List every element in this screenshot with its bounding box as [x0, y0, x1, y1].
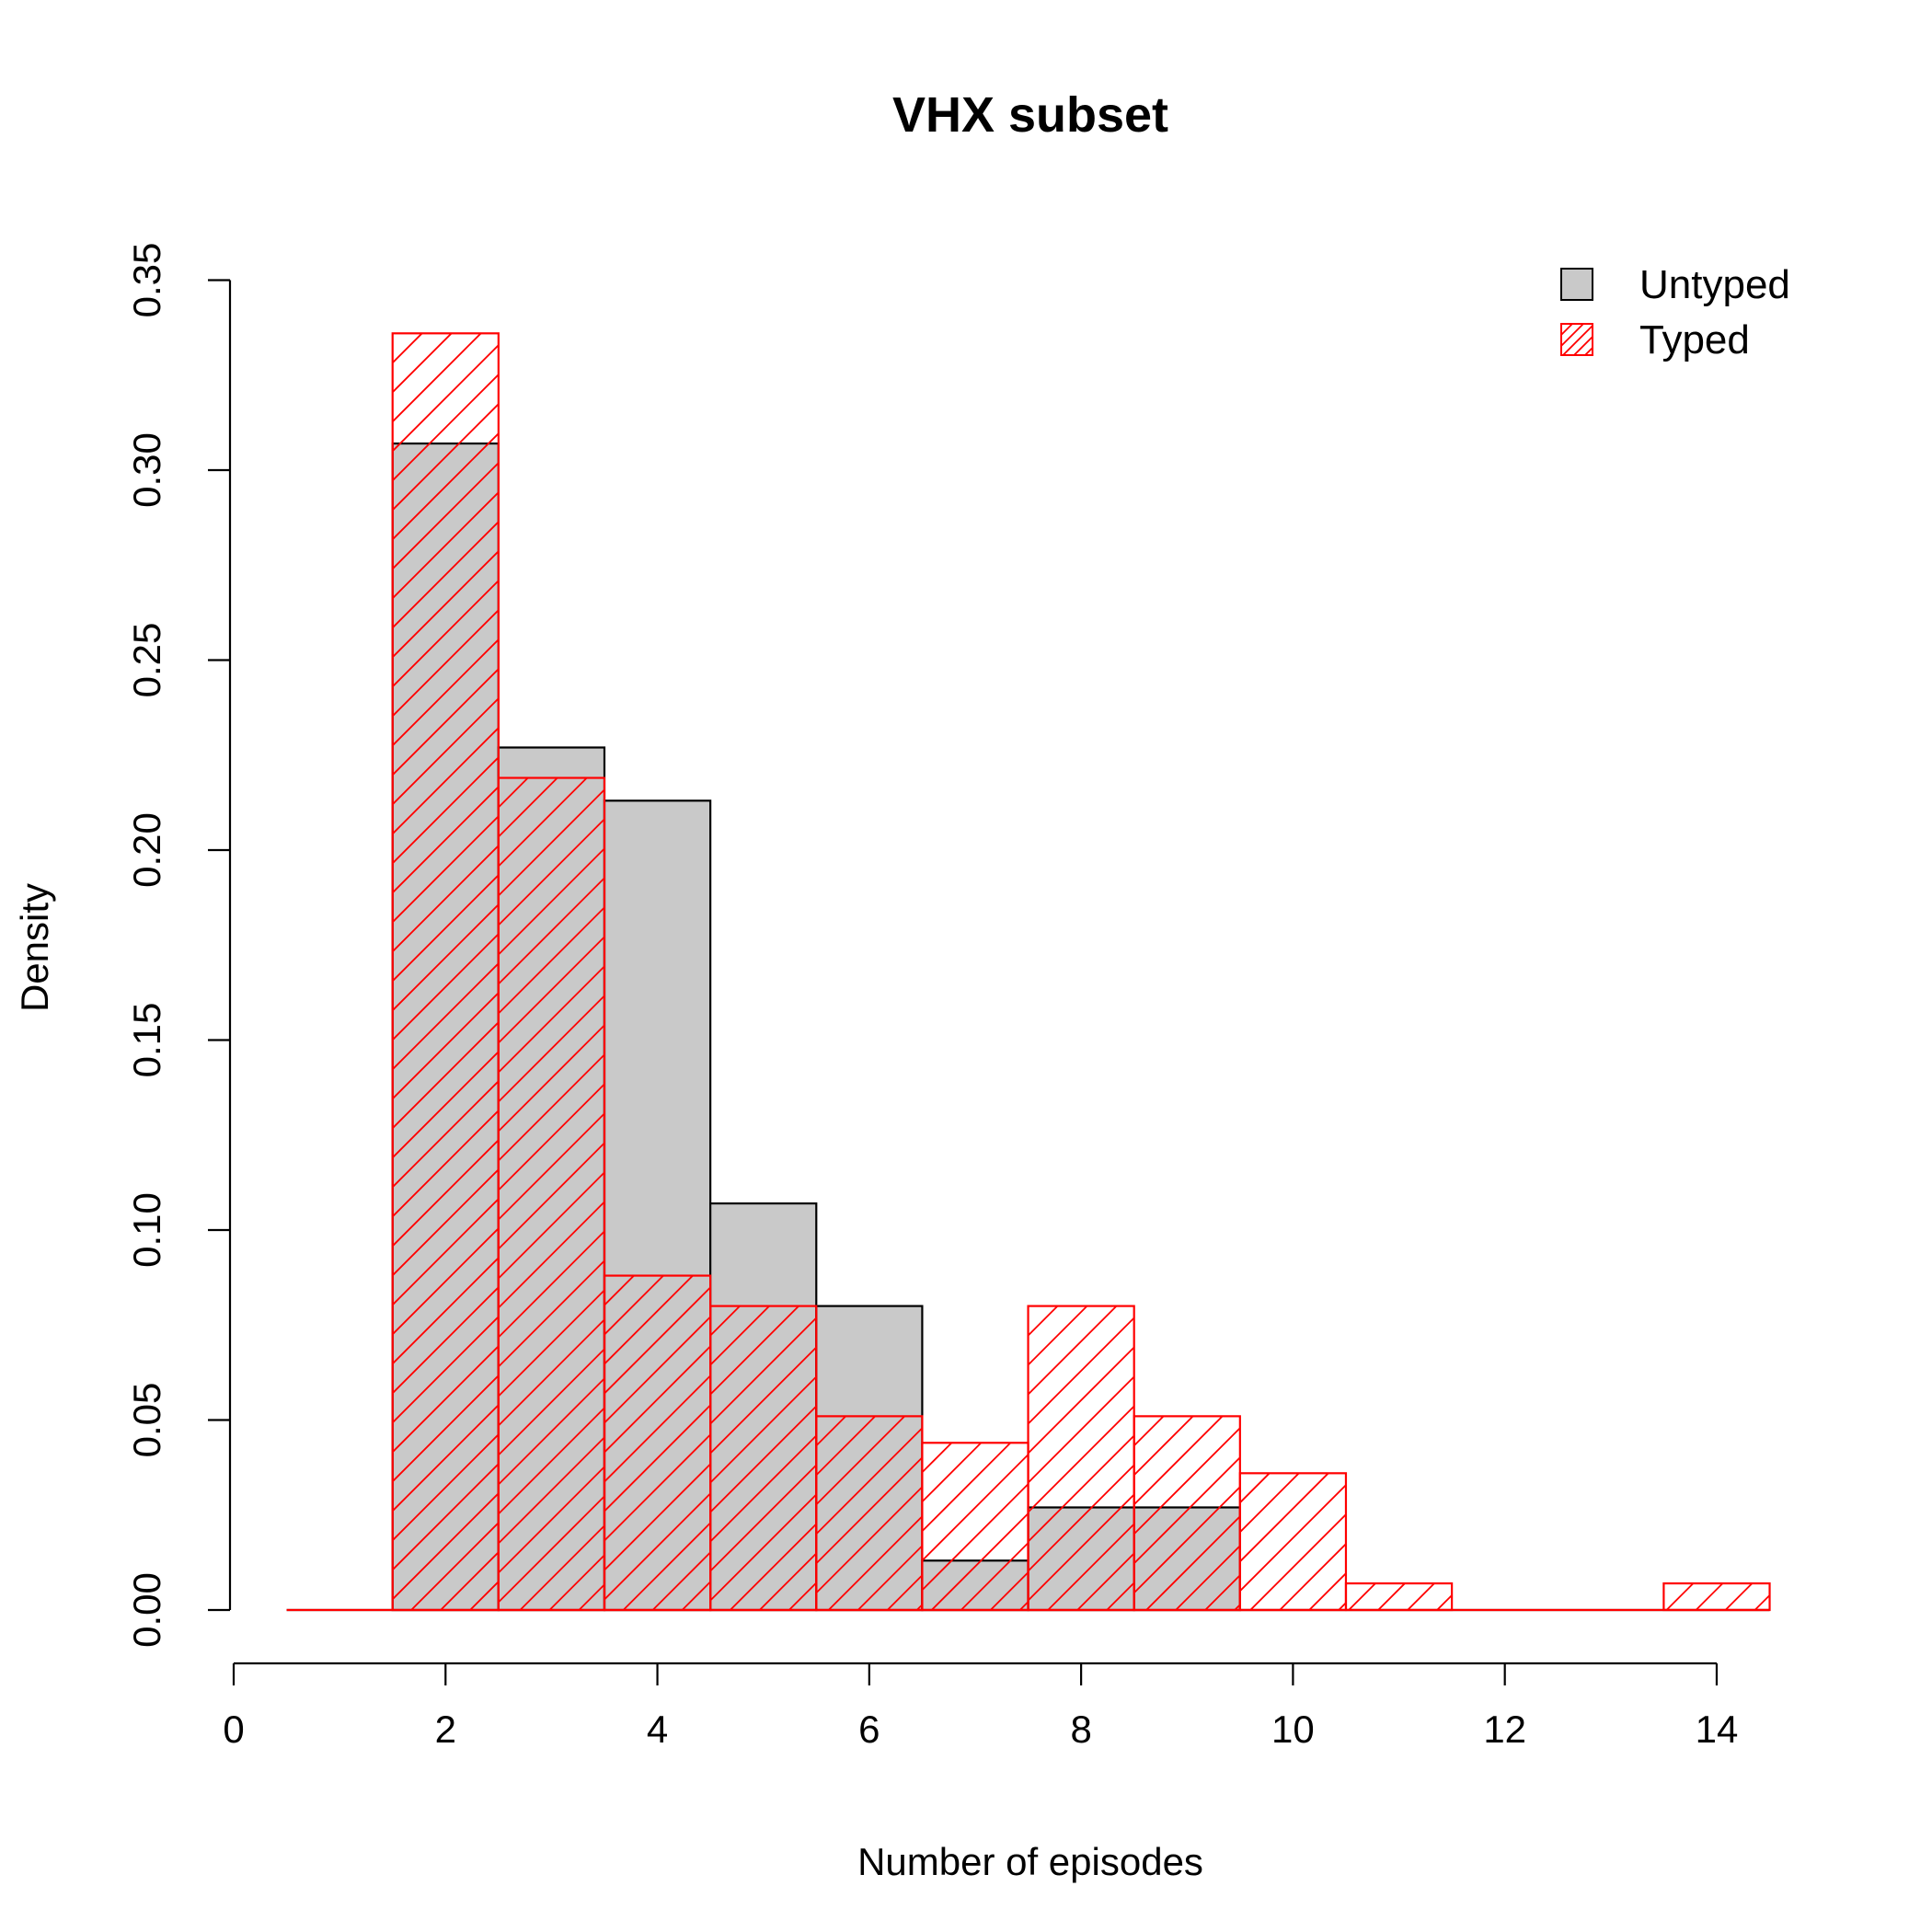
bar-untyped-4: [709, 1202, 818, 1612]
x-tick-label-5: 10: [1271, 1708, 1315, 1751]
x-tick-label-1: 2: [435, 1708, 456, 1751]
legend-swatch-untyped: [1560, 268, 1593, 301]
legend-swatch-typed-hatch: [1560, 323, 1593, 356]
bar-typed-10: [1344, 1581, 1454, 1612]
y-tick-label-0: 0.00: [125, 1572, 168, 1648]
y-tick-label-5: 0.25: [125, 623, 168, 698]
legend: Untyped Typed: [1560, 262, 1790, 362]
x-tick-label-6: 12: [1483, 1708, 1526, 1751]
y-tick-label-4: 0.20: [125, 812, 168, 888]
hatch-typed-7: [1027, 1305, 1135, 1611]
x-axis: 0 2 4 6 8 10 12 14: [223, 1662, 1739, 1751]
hatch-typed-10: [1348, 1582, 1453, 1611]
x-tick-label-3: 6: [858, 1708, 880, 1751]
chart-title: VHX subset: [892, 87, 1168, 143]
y-tick-label-6: 0.30: [125, 432, 168, 508]
x-axis-label: Number of episodes: [857, 1840, 1203, 1883]
hatch-typed-5: [815, 1415, 924, 1611]
hatch-typed-2: [498, 776, 605, 1611]
y-axis-label: Density: [13, 883, 56, 1012]
x-tick-label-2: 4: [647, 1708, 668, 1751]
bar-untyped-5: [815, 1305, 924, 1612]
hatch-typed-4: [709, 1305, 817, 1611]
bar-untyped-7: [1027, 1506, 1135, 1612]
hatch-typed-3: [604, 1274, 711, 1611]
legend-swatch-typed: [1560, 323, 1593, 356]
hatch-typed-8: [1133, 1415, 1241, 1611]
y-tick-label-1: 0.05: [125, 1383, 168, 1458]
bar-untyped-2: [497, 746, 606, 1612]
hatch-typed-1: [392, 332, 500, 1611]
bar-typed-2: [497, 776, 606, 1612]
x-tick-label-0: 0: [223, 1708, 244, 1751]
y-tick-label-7: 0.35: [125, 243, 168, 318]
hatch-typed-13: [1665, 1582, 1771, 1611]
x-tick-label-7: 14: [1696, 1708, 1739, 1751]
hatch-typed-6: [921, 1442, 1029, 1611]
legend-label-untyped: Untyped: [1639, 262, 1790, 307]
bar-typed-9: [1238, 1472, 1348, 1612]
x-tick-label-4: 8: [1070, 1708, 1091, 1751]
bar-untyped-8: [1133, 1506, 1241, 1612]
bars-layer: [286, 332, 1771, 1612]
bar-typed-13: [1662, 1581, 1771, 1612]
hatch-layer: [392, 332, 1771, 1611]
legend-label-typed: Typed: [1639, 317, 1750, 362]
hatch-typed-9: [1239, 1472, 1347, 1611]
bar-untyped-3: [603, 799, 712, 1612]
y-tick-label-3: 0.15: [125, 1003, 168, 1078]
y-tick-label-2: 0.10: [125, 1192, 168, 1268]
y-axis: 0.00 0.05 0.10 0.15 0.20 0.25 0.30 0.35: [125, 243, 232, 1648]
